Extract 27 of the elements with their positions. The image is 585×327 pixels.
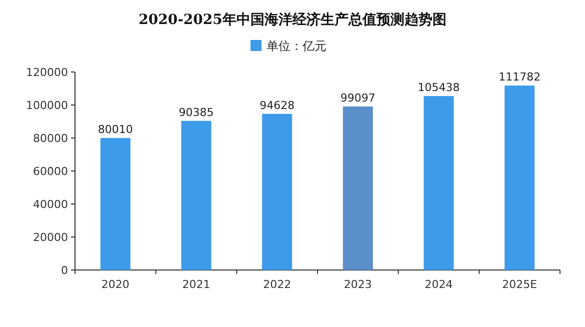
x-tick-label: 2020 xyxy=(101,278,130,291)
legend-label: 单位：亿元 xyxy=(266,39,326,53)
y-tick-label: 0 xyxy=(61,264,68,277)
x-tick-label: 2022 xyxy=(263,278,292,291)
chart-title: 2020-2025年中国海洋经济生产总值预测趋势图 xyxy=(138,11,446,28)
data-label: 94628 xyxy=(260,98,295,112)
y-tick-label: 100000 xyxy=(26,99,68,112)
x-tick-label: 2025E xyxy=(502,278,538,291)
y-tick-label: 120000 xyxy=(26,66,68,79)
bar xyxy=(424,96,454,270)
x-tick-label: 2024 xyxy=(424,278,453,291)
data-label: 99097 xyxy=(340,91,376,104)
bar xyxy=(262,114,292,270)
bar xyxy=(100,138,130,270)
x-tick-label: 2023 xyxy=(344,278,372,291)
data-label: 90385 xyxy=(178,106,214,119)
data-label: 111782 xyxy=(498,70,541,84)
x-tick-label: 2021 xyxy=(182,278,210,291)
bar xyxy=(342,106,373,270)
y-tick-label: 80000 xyxy=(33,132,68,145)
bar xyxy=(504,86,535,270)
y-tick-label: 60000 xyxy=(33,165,68,178)
y-tick-label: 40000 xyxy=(33,198,68,211)
y-tick-label: 20000 xyxy=(33,231,68,244)
bar xyxy=(181,120,212,270)
data-label: 80010 xyxy=(98,122,133,136)
data-label: 105438 xyxy=(418,81,460,94)
